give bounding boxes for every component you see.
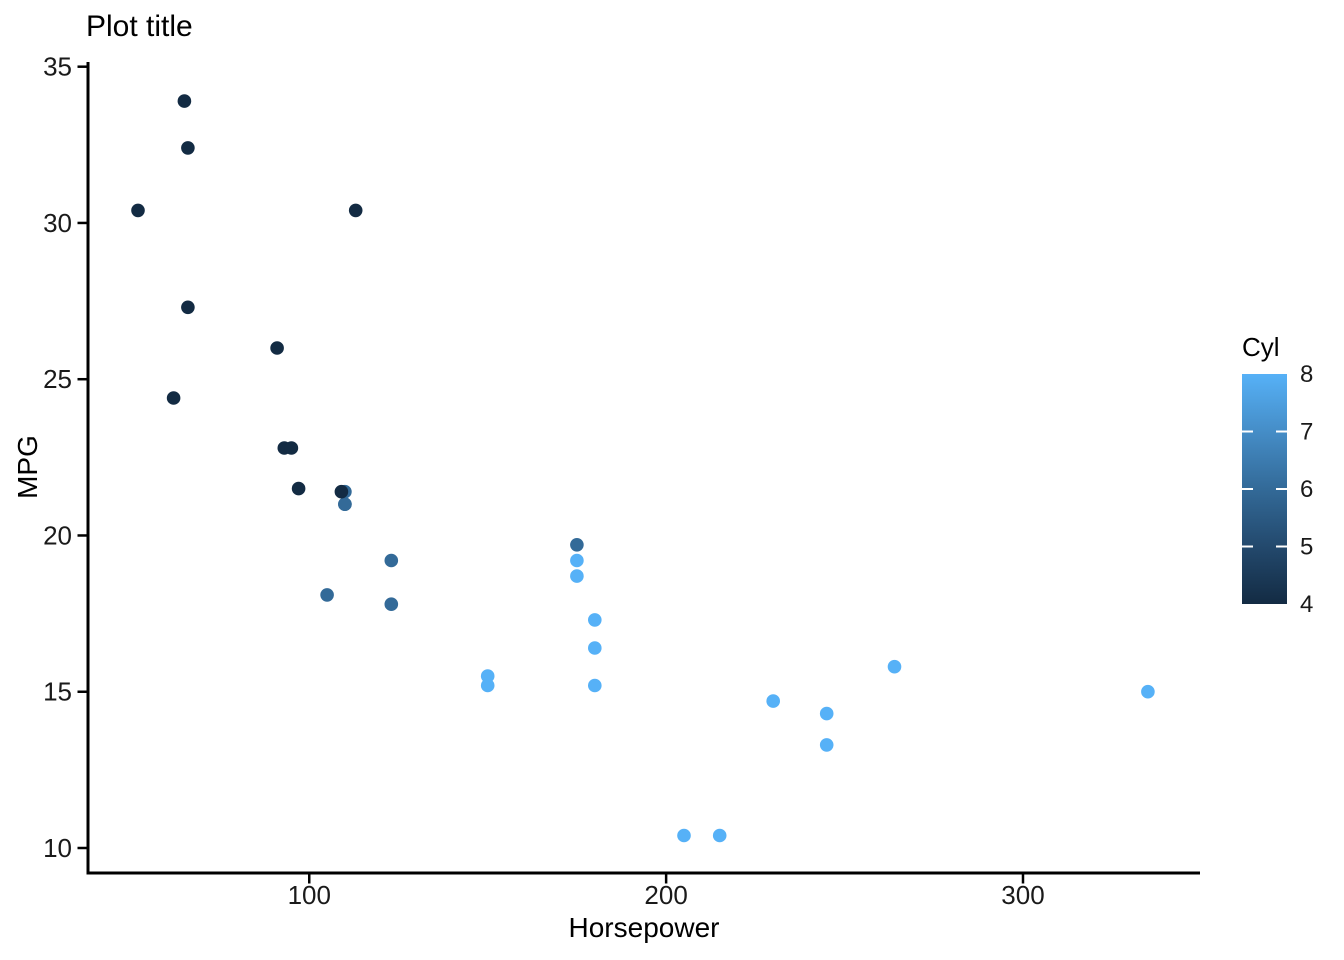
legend-tick-label: 5	[1300, 534, 1313, 561]
data-point	[1141, 684, 1155, 699]
data-point	[677, 828, 691, 843]
legend-title: Cyl	[1242, 332, 1280, 362]
data-point	[291, 481, 306, 496]
data-point	[588, 641, 602, 655]
y-axis-tick-label: 25	[43, 364, 72, 394]
y-axis-tick-label: 35	[43, 52, 72, 82]
y-axis-tick-label: 10	[43, 833, 72, 863]
data-point	[181, 300, 195, 315]
axis-lines	[86, 62, 1200, 875]
y-axis-tick-label: 20	[43, 520, 72, 550]
data-point	[270, 341, 284, 355]
plot-title: Plot title	[86, 10, 193, 43]
data-point	[819, 706, 834, 721]
data-point	[588, 613, 602, 627]
data-point	[712, 828, 727, 843]
data-point	[570, 569, 584, 583]
data-point	[588, 678, 602, 693]
data-point	[766, 694, 780, 708]
data-point	[348, 203, 363, 218]
data-point	[887, 659, 902, 674]
data-point	[181, 141, 195, 155]
x-axis-tick-label: 300	[1001, 880, 1044, 910]
data-point	[570, 553, 584, 568]
x-axis-title: Horsepower	[568, 912, 720, 943]
data-point	[177, 94, 192, 108]
legend-tick-label: 4	[1300, 591, 1313, 618]
data-point	[570, 538, 584, 552]
data-point	[334, 484, 349, 499]
data-point	[338, 497, 352, 512]
x-axis-tick-label: 200	[644, 880, 687, 910]
x-axis-tick-label: 100	[288, 880, 331, 910]
data-point	[131, 203, 145, 218]
data-point	[384, 597, 399, 611]
data-point	[480, 678, 495, 693]
legend-tick-label: 8	[1300, 361, 1313, 388]
data-point	[819, 738, 834, 752]
legend-tick-label: 7	[1300, 419, 1313, 446]
data-point	[384, 553, 399, 568]
legend-tick-label: 6	[1300, 476, 1313, 503]
y-axis-tick-label: 15	[43, 677, 72, 707]
data-point	[166, 391, 181, 405]
data-point	[320, 588, 334, 602]
data-point	[480, 669, 495, 683]
y-axis-tick-label: 30	[43, 208, 72, 238]
data-point	[284, 441, 299, 455]
